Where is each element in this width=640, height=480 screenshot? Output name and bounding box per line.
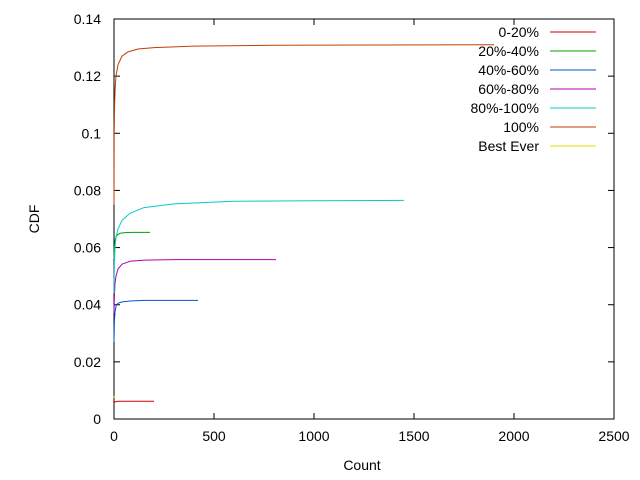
- plot-frame: [113, 18, 615, 420]
- series-line-6: [113, 395, 115, 398]
- series-line-1: [113, 231, 150, 260]
- legend-label: 60%-80%: [478, 81, 539, 97]
- legend: 0-20% 20%-40% 40%-60% 60%-80% 80%-100% 100% Be…: [471, 24, 596, 154]
- x-tick-label: 2500: [598, 428, 629, 444]
- y-tick-label: 0: [93, 411, 101, 427]
- legend-label: 0-20%: [499, 24, 539, 40]
- series-line-0: [113, 400, 154, 405]
- x-tick-label: 1000: [298, 428, 329, 444]
- series-line-4: [113, 199, 405, 294]
- series-line-2: [113, 299, 198, 342]
- axis-ticks: 0 500 1000 1500 2000 2500 0 0.02 0.04 0.06 0.08 0.1…: [74, 11, 630, 444]
- y-axis-label: CDF: [26, 205, 42, 234]
- x-tick-label: 500: [202, 428, 226, 444]
- series-line-5: [113, 44, 495, 205]
- x-axis-label: Count: [343, 457, 380, 473]
- y-tick-label: 0.12: [74, 68, 101, 84]
- series-lines: [113, 44, 495, 405]
- x-tick-label: 2000: [498, 428, 529, 444]
- legend-label: 40%-60%: [478, 62, 539, 78]
- legend-label: Best Ever: [478, 138, 539, 154]
- legend-label: 20%-40%: [478, 43, 539, 59]
- y-tick-label: 0.06: [74, 240, 101, 256]
- y-tick-label: 0.04: [74, 297, 101, 313]
- legend-label: 100%: [503, 119, 539, 135]
- legend-label: 80%-100%: [471, 100, 540, 116]
- y-tick-label: 0.14: [74, 11, 101, 27]
- x-tick-label: 0: [110, 428, 118, 444]
- x-tick-label: 1500: [398, 428, 429, 444]
- y-tick-label: 0.1: [82, 125, 102, 141]
- y-tick-label: 0.08: [74, 182, 101, 198]
- y-tick-label: 0.02: [74, 354, 101, 370]
- series-line-3: [113, 259, 276, 314]
